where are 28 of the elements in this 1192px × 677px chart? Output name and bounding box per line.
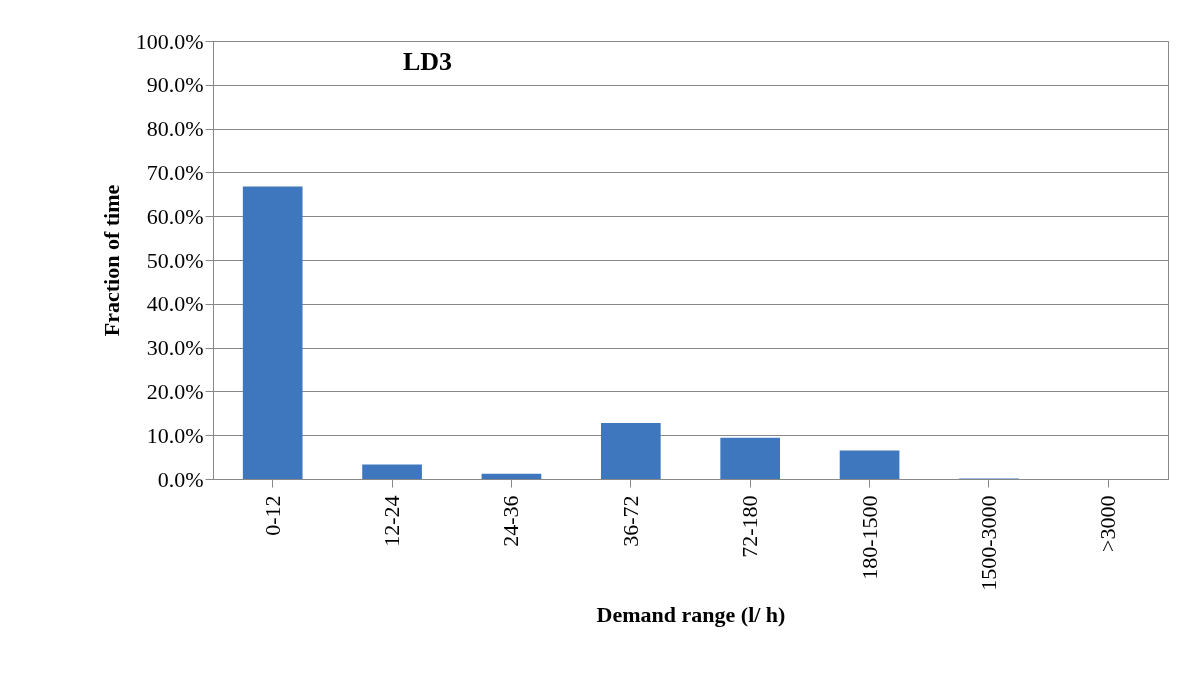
x-tick-label: 12-24 (379, 495, 405, 547)
y-tick-label: 60.0% (146, 203, 204, 229)
bar (720, 437, 781, 479)
bar (600, 422, 661, 479)
y-tick-label: 80.0% (146, 116, 204, 142)
bar (362, 464, 422, 479)
x-tick-label: 36-72 (617, 495, 643, 547)
bar (839, 450, 900, 479)
y-tick-label: 90.0% (146, 72, 204, 98)
x-tick-label: 180-1500 (856, 495, 882, 580)
x-axis-title: Demand range (l/ h) (596, 601, 786, 627)
y-tick-label: 100.0% (135, 28, 204, 54)
y-tick-label: 30.0% (146, 335, 204, 361)
x-tick-label: 24-36 (498, 495, 524, 547)
y-tick-label: 70.0% (146, 159, 204, 185)
bar (481, 473, 542, 479)
y-tick-label: 50.0% (146, 247, 204, 273)
x-tick-label: >3000 (1095, 495, 1121, 552)
x-tick-label: 72-180 (737, 495, 763, 558)
y-tick-label: 20.0% (146, 378, 204, 404)
chart-title: LD3 (403, 47, 453, 76)
y-axis-title: Fraction of time (98, 184, 124, 337)
y-tick-label: 40.0% (146, 291, 204, 317)
x-tick-label: 0-12 (259, 495, 285, 536)
y-tick-label: 0.0% (157, 466, 204, 492)
x-tick-label: 1500-3000 (975, 495, 1001, 591)
bar (242, 186, 303, 479)
y-tick-label: 10.0% (146, 422, 204, 448)
